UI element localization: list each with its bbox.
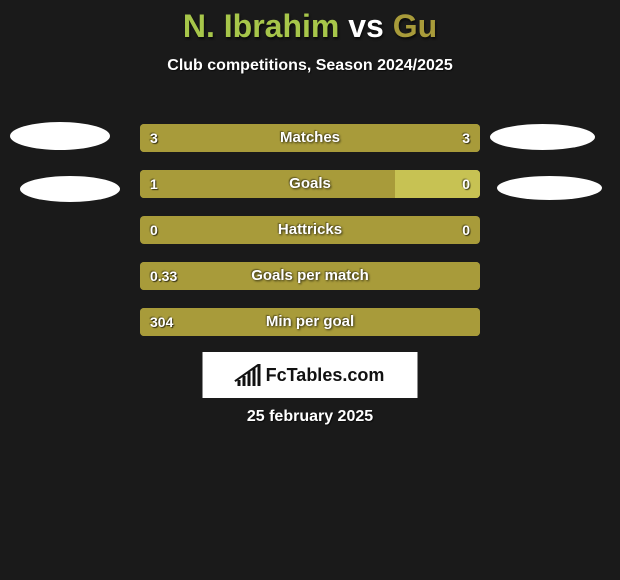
player1-avatar-row0 — [10, 122, 110, 150]
chart-icon-bar — [248, 372, 251, 386]
subtitle: Club competitions, Season 2024/2025 — [0, 57, 620, 75]
stat-row: 33Matches — [140, 124, 480, 152]
page-title: N. Ibrahim vs Gu — [0, 0, 620, 45]
player2-name: Gu — [393, 8, 437, 44]
comparison-infographic: N. Ibrahim vs Gu Club competitions, Seas… — [0, 0, 620, 580]
stat-row: 10Goals — [140, 170, 480, 198]
chart-icon — [236, 364, 262, 386]
chart-icon-bar — [258, 364, 261, 386]
stat-label: Goals — [140, 170, 480, 198]
chart-icon-bar — [243, 376, 246, 386]
chart-icon-bar — [253, 368, 256, 386]
player1-avatar-row1 — [20, 176, 120, 202]
stat-label: Min per goal — [140, 308, 480, 336]
vs-label: vs — [348, 8, 384, 44]
stat-row: 304Min per goal — [140, 308, 480, 336]
player1-name: N. Ibrahim — [183, 8, 339, 44]
watermark: FcTables.com — [203, 352, 418, 398]
stat-label: Hattricks — [140, 216, 480, 244]
watermark-text: FcTables.com — [266, 365, 385, 386]
player2-avatar-row0 — [490, 124, 595, 150]
stat-row: 00Hattricks — [140, 216, 480, 244]
date-label: 25 february 2025 — [0, 408, 620, 426]
stat-label: Matches — [140, 124, 480, 152]
chart-icon-bar — [238, 380, 241, 386]
player2-avatar-row1 — [497, 176, 602, 200]
stats-chart: 33Matches 10Goals 00Hattricks 0.33Goals per… — [140, 124, 480, 354]
stat-label: Goals per match — [140, 262, 480, 290]
stat-row: 0.33Goals per match — [140, 262, 480, 290]
